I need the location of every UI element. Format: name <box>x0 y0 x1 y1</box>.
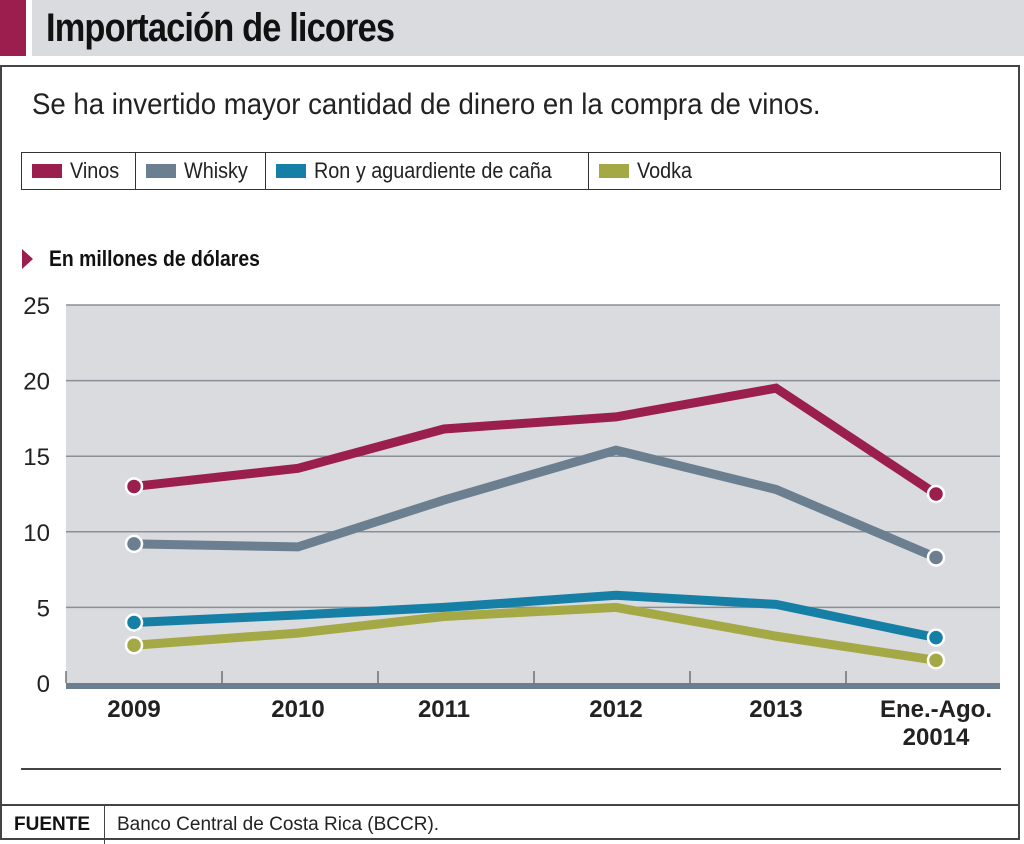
header-accent-bar <box>0 0 26 56</box>
unit-label-text: En millones de dólares <box>49 246 260 271</box>
series-line-vodka <box>133 602 937 665</box>
series-line-ron <box>133 590 937 643</box>
triangle-marker-icon <box>22 249 33 269</box>
line-chart: 0 5 10 15 20 25 2009 2010 2011 2012 2013 Ene.-Ago.2… <box>23 293 1000 751</box>
y-tick-label: 20 <box>23 369 50 396</box>
series-line-vinos <box>133 383 939 498</box>
y-tick-label: 5 <box>37 595 50 622</box>
legend-label: Ron y aguardiente de caña <box>313 158 552 183</box>
x-tick-label: 2013 <box>749 696 802 723</box>
y-tick-label: 25 <box>23 293 50 320</box>
legend-item-vodka: Vodka <box>589 153 708 189</box>
x-tick-label: 2009 <box>107 696 160 723</box>
legend-swatch <box>598 164 629 178</box>
legend-label: Vodka <box>636 158 692 183</box>
header-band <box>32 0 1024 56</box>
legend-item-whisky: Whisky <box>136 153 266 189</box>
legend-item-vinos: Vinos <box>22 153 136 189</box>
legend-swatch <box>145 164 176 178</box>
legend-label: Vinos <box>70 158 120 183</box>
data-point-marker <box>124 613 144 632</box>
y-tick-label: 0 <box>37 671 50 698</box>
legend: Vinos Whisky Ron y aguardiente de caña Vodk… <box>21 152 1001 190</box>
unit-label: En millones de dólares <box>22 246 289 272</box>
y-tick-label: 10 <box>23 520 50 547</box>
legend-swatch <box>275 164 306 178</box>
chart-frame <box>0 65 1020 840</box>
source-text: Banco Central de Costa Rica (BCCR). <box>117 814 440 835</box>
y-tick-label: 15 <box>23 444 50 471</box>
legend-label: Whisky <box>183 158 248 183</box>
data-point-marker <box>926 484 946 504</box>
x-tick-label: 20014 <box>903 724 970 751</box>
footer: FUENTE Banco Central de Costa Rica (BCCR… <box>0 804 1020 844</box>
source-label: FUENTE <box>0 806 105 844</box>
series-line-whisky <box>133 445 938 562</box>
x-axis-baseline <box>66 683 1000 689</box>
x-tick-label: Ene.-Ago. <box>880 696 992 723</box>
divider <box>21 768 1001 770</box>
x-tick-label: 2012 <box>589 696 642 723</box>
data-point-marker <box>926 628 946 647</box>
x-tick-label: 2011 <box>418 696 470 723</box>
legend-item-ron: Ron y aguardiente de caña <box>266 153 589 189</box>
data-point-marker <box>124 534 144 554</box>
data-point-marker <box>926 651 946 670</box>
data-point-marker <box>124 477 144 496</box>
chart-subtitle: Se ha invertido mayor cantidad de dinero… <box>32 88 821 121</box>
chart-title: Importación de licores <box>46 6 395 50</box>
x-tick-label: 2010 <box>271 696 324 723</box>
legend-swatch <box>32 164 62 178</box>
header: Importación de licores <box>0 0 1024 56</box>
data-point-marker <box>926 548 946 567</box>
data-point-marker <box>124 635 144 655</box>
